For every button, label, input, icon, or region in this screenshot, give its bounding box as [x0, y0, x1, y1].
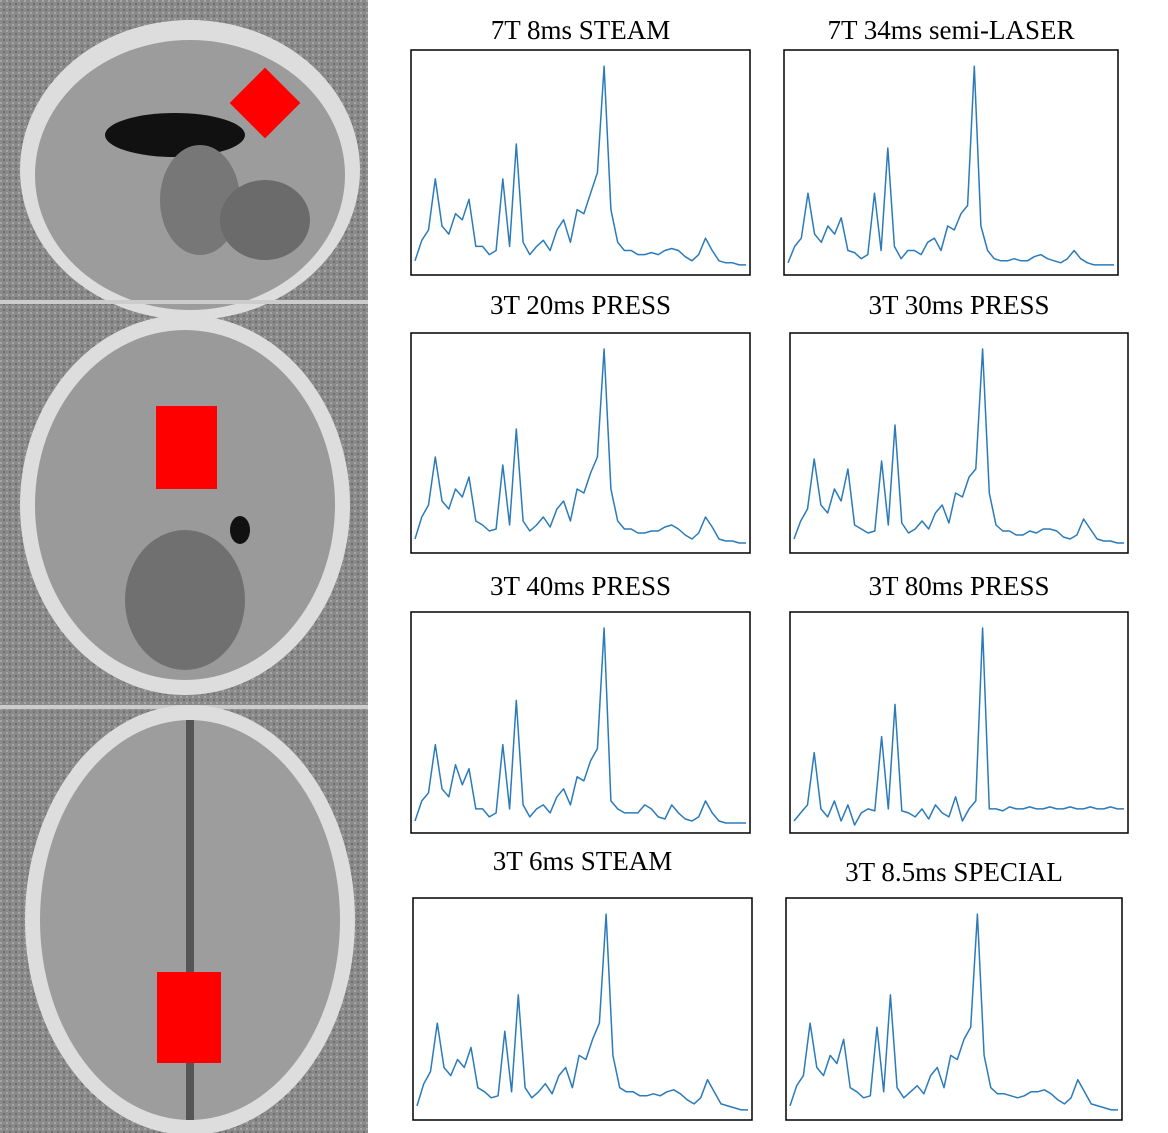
plot-frame: [410, 611, 751, 834]
panel-title: 3T 20ms PRESS: [490, 290, 671, 320]
spectrum-line: [414, 65, 746, 266]
spectrum-line: [787, 65, 1114, 266]
plot-frame: [789, 611, 1129, 834]
spectrum-line: [793, 348, 1124, 544]
plot-frame: [785, 897, 1123, 1121]
panel-title: 3T 80ms PRESS: [868, 571, 1049, 601]
spectrum-line: [793, 627, 1124, 826]
spectrum-line: [414, 348, 746, 544]
axial-slice: [20, 315, 350, 695]
spectrum-line: [414, 627, 746, 824]
panel-title: 7T 34ms semi-LASER: [827, 15, 1074, 45]
sagittal-slice: [0, 20, 368, 320]
panel-title: 3T 40ms PRESS: [490, 571, 671, 601]
spectrum-line: [416, 913, 748, 1111]
plot-frame: [789, 332, 1129, 554]
spectrum-line: [789, 913, 1118, 1111]
mri-images: [0, 0, 368, 1133]
panel-title: 3T 6ms STEAM: [493, 846, 673, 876]
plot-frame: [410, 49, 751, 276]
panel-title: 7T 8ms STEAM: [491, 15, 671, 45]
plot-frame: [412, 897, 753, 1121]
panel-title: 3T 30ms PRESS: [868, 290, 1049, 320]
plot-frame: [783, 49, 1119, 276]
axial-slice: [0, 705, 368, 1133]
plot-frame: [410, 332, 751, 554]
panel-title: 3T 8.5ms SPECIAL: [845, 857, 1063, 887]
